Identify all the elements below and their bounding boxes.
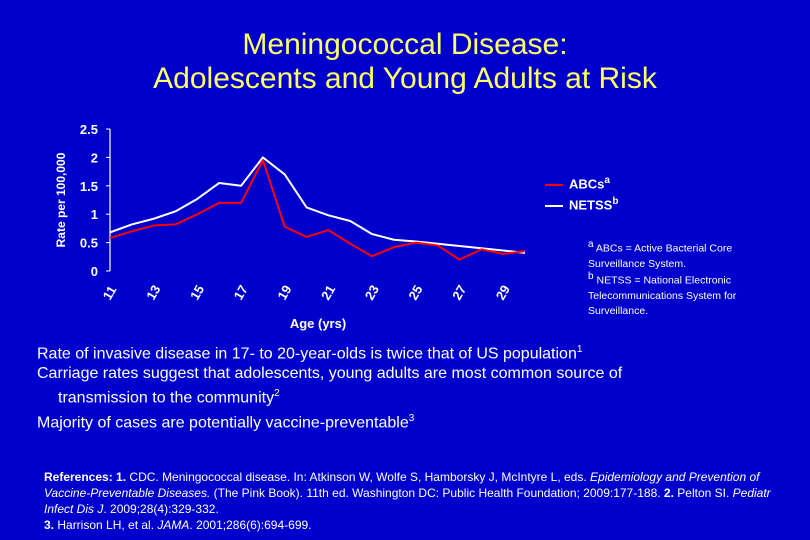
y-tick-label: 1 xyxy=(91,207,98,222)
legend-label-abcs: ABCs xyxy=(569,176,605,192)
legend-label-netss: NETSS xyxy=(569,197,613,213)
x-tick-label: 15 xyxy=(187,282,207,302)
x-tick-label: 29 xyxy=(493,282,513,302)
y-tick-label: 0.5 xyxy=(80,236,98,251)
ref-2-journal: Pediatr Infect Dis J xyxy=(44,486,771,516)
x-tick-label: 23 xyxy=(362,282,382,302)
ref-1-number: 1. xyxy=(116,470,127,484)
footnote-b-marker: b xyxy=(588,271,594,282)
y-axis-label: Rate per 100,000 xyxy=(54,152,68,247)
x-tick-label: 19 xyxy=(274,282,294,302)
y-tick-label: 0 xyxy=(91,264,98,279)
ref-3-journal: JAMA xyxy=(157,518,190,532)
bullet-2-text-line2: transmission to the community xyxy=(58,389,275,407)
x-tick-label: 13 xyxy=(143,282,163,302)
legend-item-abcs: ABCsa xyxy=(545,175,610,191)
chart-tick-labels: 0 0.5 1 1.5 2 2.5 11 13 15 17 19 21 23 25 27 29 xyxy=(80,122,513,303)
bullet-2-text-line1: Carriage rates suggest that adolescents,… xyxy=(37,365,623,383)
title-line-1: Meningococcal Disease: xyxy=(242,28,568,61)
bullet-3: Majority of cases are potentially vaccin… xyxy=(37,409,757,433)
x-tick-label: 11 xyxy=(100,283,120,302)
ref-2-number: 2. xyxy=(663,486,674,500)
legend-sup-a: a xyxy=(604,175,610,186)
footnote-b: b NETSS = National Electronic Telecommun… xyxy=(588,269,788,319)
references-label: References: xyxy=(44,470,113,484)
y-tick-label: 1.5 xyxy=(80,179,98,194)
references: References: 1. CDC. Meningococcal diseas… xyxy=(44,469,774,533)
footnote-b-text: NETSS = National Electronic Telecommunic… xyxy=(588,274,737,317)
line-chart: 0 0.5 1 1.5 2 2.5 11 13 15 17 19 21 23 25 27 29 Rate pe… xyxy=(54,122,526,331)
chart-series xyxy=(109,156,526,261)
bullet-1-ref: 1 xyxy=(576,344,583,355)
legend-sup-b: b xyxy=(612,196,619,207)
slide-title: Meningococcal Disease: Adolescents and Y… xyxy=(0,28,810,96)
footnote-a: a ABCs = Active Bacterial Core Surveilla… xyxy=(588,237,788,272)
ref-1-text: CDC. Meningococcal disease. In: Atkinson… xyxy=(126,470,591,484)
ref-3-tail: . 2001;286(6):694-699. xyxy=(189,518,312,532)
legend-swatch-abcs xyxy=(545,183,563,186)
bullet-list: Rate of invasive disease in 17- to 20-ye… xyxy=(37,340,757,433)
bullet-1-text: Rate of invasive disease in 17- to 20-ye… xyxy=(37,345,577,363)
footnote-a-marker: a xyxy=(588,239,594,250)
y-tick-label: 2 xyxy=(91,150,98,165)
bullet-1: Rate of invasive disease in 17- to 20-ye… xyxy=(37,340,757,364)
bullet-3-text: Majority of cases are potentially vaccin… xyxy=(37,413,409,431)
ref-3-number: 3. xyxy=(44,518,55,532)
ref-3-text: Harrison LH, et al. xyxy=(54,518,158,532)
title-line-2: Adolescents and Young Adults at Risk xyxy=(153,62,657,95)
legend-swatch-netss xyxy=(545,204,563,207)
y-tick-label: 2.5 xyxy=(80,122,98,137)
bullet-2-ref: 2 xyxy=(274,388,280,400)
x-tick-label: 21 xyxy=(318,282,338,302)
series-line-abcs xyxy=(109,159,526,261)
x-axis-label: Age (yrs) xyxy=(290,316,346,331)
x-tick-label: 17 xyxy=(231,282,251,302)
footnote-a-text: ABCs = Active Bacterial Core Surveillanc… xyxy=(588,242,733,270)
ref-2-text: Pelton SI. xyxy=(673,486,733,500)
series-line-netss xyxy=(109,156,526,254)
legend-item-netss: NETSSb xyxy=(545,196,618,212)
ref-1-title: Epidemiology and Prevention of Vaccine-P… xyxy=(44,470,760,500)
bullet-3-ref: 3 xyxy=(408,412,415,424)
chart-axes xyxy=(106,128,111,272)
ref-1-tail: (The Pink Book). 11th ed. Washington DC:… xyxy=(210,486,664,500)
ref-2-tail: . 2009;28(4):329-332. xyxy=(103,502,219,516)
bullet-2: Carriage rates suggest that adolescents,… xyxy=(37,364,757,384)
x-tick-label: 25 xyxy=(405,282,425,302)
x-tick-label: 27 xyxy=(449,282,469,302)
bullet-2-cont: transmission to the community2 xyxy=(37,384,757,408)
